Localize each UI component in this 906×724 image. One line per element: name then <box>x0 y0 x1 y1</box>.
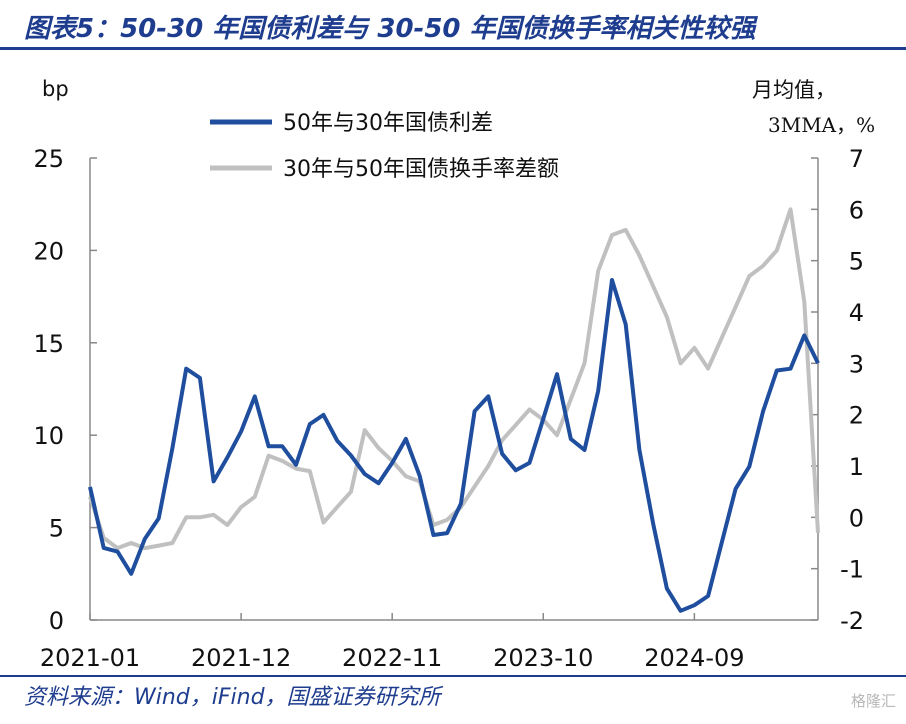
series-line-turnover-diff <box>88 207 820 551</box>
left-tick-label: 20 <box>33 237 64 265</box>
right-tick-label: 0 <box>849 504 864 532</box>
x-tick-label: 2021-01 <box>40 644 140 672</box>
left-axis-unit: bp <box>42 77 69 101</box>
right-tick-label: 7 <box>849 145 864 173</box>
x-tick-label: 2021-12 <box>191 644 291 672</box>
right-tick-label: 6 <box>849 196 864 224</box>
chart-canvas: 0 5 10 15 20 25 -2 -1 0 1 2 3 4 5 6 7 2021-01 2021-12 2022… <box>33 77 875 672</box>
right-tick-label: 4 <box>849 299 864 327</box>
source-note: 资料来源：Wind，iFind，国盛证券研究所 <box>24 685 441 710</box>
left-tick-label: 10 <box>33 422 64 450</box>
left-tick-label: 25 <box>33 145 64 173</box>
x-tick-label: 2022-11 <box>342 644 442 672</box>
legend: 50年与30年国债利差 30年与50年国债换手率差额 <box>210 111 559 182</box>
title-divider <box>0 47 906 50</box>
right-tick-label: 3 <box>849 350 864 378</box>
right-tick-label: 5 <box>849 248 864 276</box>
x-tick-label: 2023-10 <box>493 644 593 672</box>
series-line-spread <box>88 278 820 613</box>
right-tick-label: 2 <box>849 402 864 430</box>
right-axis-unit-line1: 月均值， <box>752 78 836 102</box>
axes-group: 0 5 10 15 20 25 -2 -1 0 1 2 3 4 5 6 7 2021-01 2021-12 2022… <box>33 145 864 672</box>
right-tick-label: 1 <box>849 453 864 481</box>
x-tick-label: 2024-09 <box>644 644 744 672</box>
watermark-logo: 格隆汇 <box>850 692 896 710</box>
left-tick-label: 5 <box>49 515 64 543</box>
series-group <box>88 207 820 613</box>
right-tick-label: -2 <box>840 607 864 635</box>
legend-label-turnover: 30年与50年国债换手率差额 <box>283 157 559 182</box>
source-divider <box>0 675 906 677</box>
right-axis-unit-line2: 3MMA，% <box>768 113 875 137</box>
left-tick-label: 0 <box>49 607 64 635</box>
right-tick-label: -1 <box>840 556 864 584</box>
left-tick-label: 15 <box>33 330 64 358</box>
legend-label-spread: 50年与30年国债利差 <box>283 111 493 136</box>
title-bar: 图表5：50-30 年国债利差与 30-50 年国债换手率相关性较强 <box>0 0 906 50</box>
chart-title: 图表5：50-30 年国债利差与 30-50 年国债换手率相关性较强 <box>24 14 756 44</box>
